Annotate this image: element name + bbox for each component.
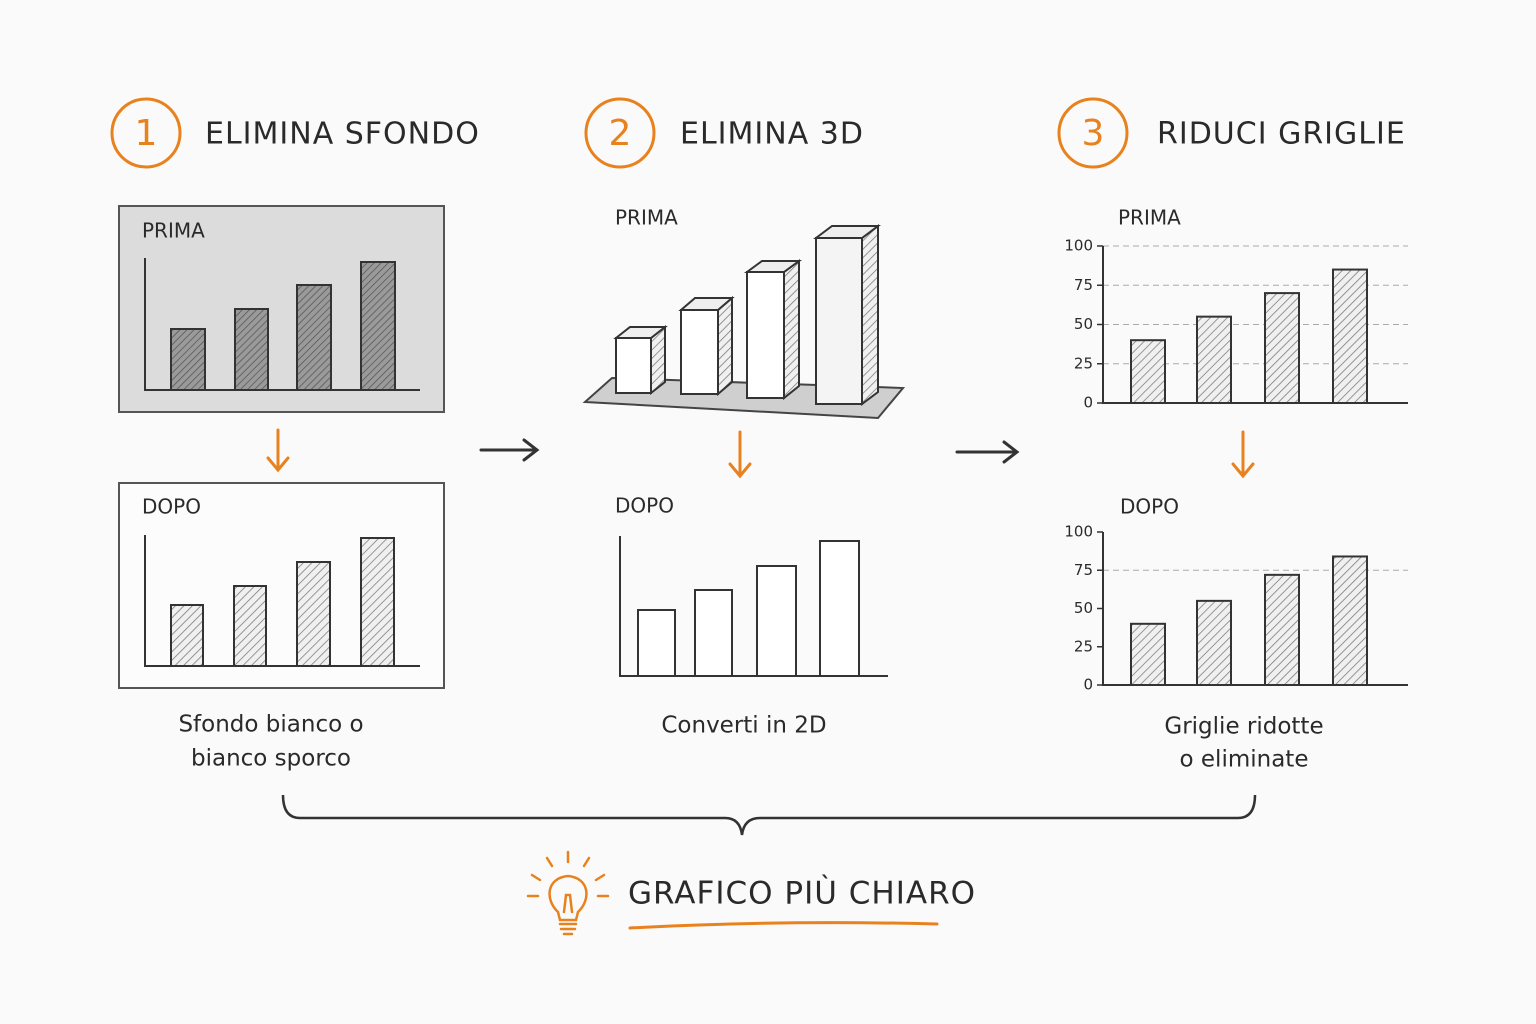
caption: bianco sporco (191, 746, 351, 772)
y-tick-label: 0 (1083, 394, 1093, 412)
step-title: ELIMINA SFONDO (205, 117, 480, 152)
before-label: PRIMA (142, 219, 205, 243)
underline (628, 921, 939, 930)
after-label: DOPO (1120, 495, 1179, 519)
bar (1264, 573, 1300, 687)
step2-after: DOPO (615, 494, 888, 677)
axis (1102, 532, 1408, 686)
y-tick-label: 50 (1074, 599, 1093, 617)
before-label: PRIMA (1118, 206, 1181, 230)
step-number: 3 (1082, 113, 1105, 154)
bar (1130, 339, 1166, 405)
bar (1196, 599, 1232, 686)
y-tick-label: 50 (1074, 315, 1093, 333)
step-circle (584, 97, 656, 169)
brace (281, 794, 1257, 836)
caption: Griglie ridotte (1164, 714, 1323, 740)
step1-after: DOPO (118, 482, 445, 689)
bar (1332, 268, 1368, 404)
y-tick-label: 25 (1074, 354, 1093, 372)
y-tick-label: 25 (1074, 637, 1093, 655)
bar (1264, 292, 1300, 405)
bar (1332, 555, 1368, 686)
step-number: 2 (609, 113, 632, 154)
y-tick-label: 75 (1074, 561, 1093, 579)
step2-before: PRIMA (582, 206, 906, 420)
y-tick-label: 75 (1074, 276, 1093, 294)
step-title: ELIMINA 3D (680, 117, 864, 152)
y-tick-label: 100 (1064, 237, 1093, 255)
step-title: RIDUCI GRIGLIE (1157, 117, 1406, 152)
axis (1102, 246, 1408, 404)
after-label: DOPO (615, 494, 674, 518)
step-circle (110, 97, 182, 169)
step1-before: PRIMA (118, 205, 445, 413)
bar (1130, 622, 1166, 686)
bulb-icon (526, 850, 610, 936)
caption: Converti in 2D (661, 713, 826, 739)
after-label: DOPO (142, 495, 201, 519)
y-tick-label: 100 (1064, 523, 1093, 541)
y-tick-label: 0 (1083, 676, 1093, 694)
caption: Sfondo bianco o (178, 712, 363, 738)
caption: o eliminate (1180, 747, 1309, 773)
step-circle (1057, 97, 1129, 169)
before-label: PRIMA (615, 206, 678, 230)
bar (1196, 315, 1232, 404)
arrows (266, 428, 1255, 479)
step-number: 1 (135, 113, 158, 154)
result-text: GRAFICO PIÙ CHIARO (628, 875, 976, 912)
